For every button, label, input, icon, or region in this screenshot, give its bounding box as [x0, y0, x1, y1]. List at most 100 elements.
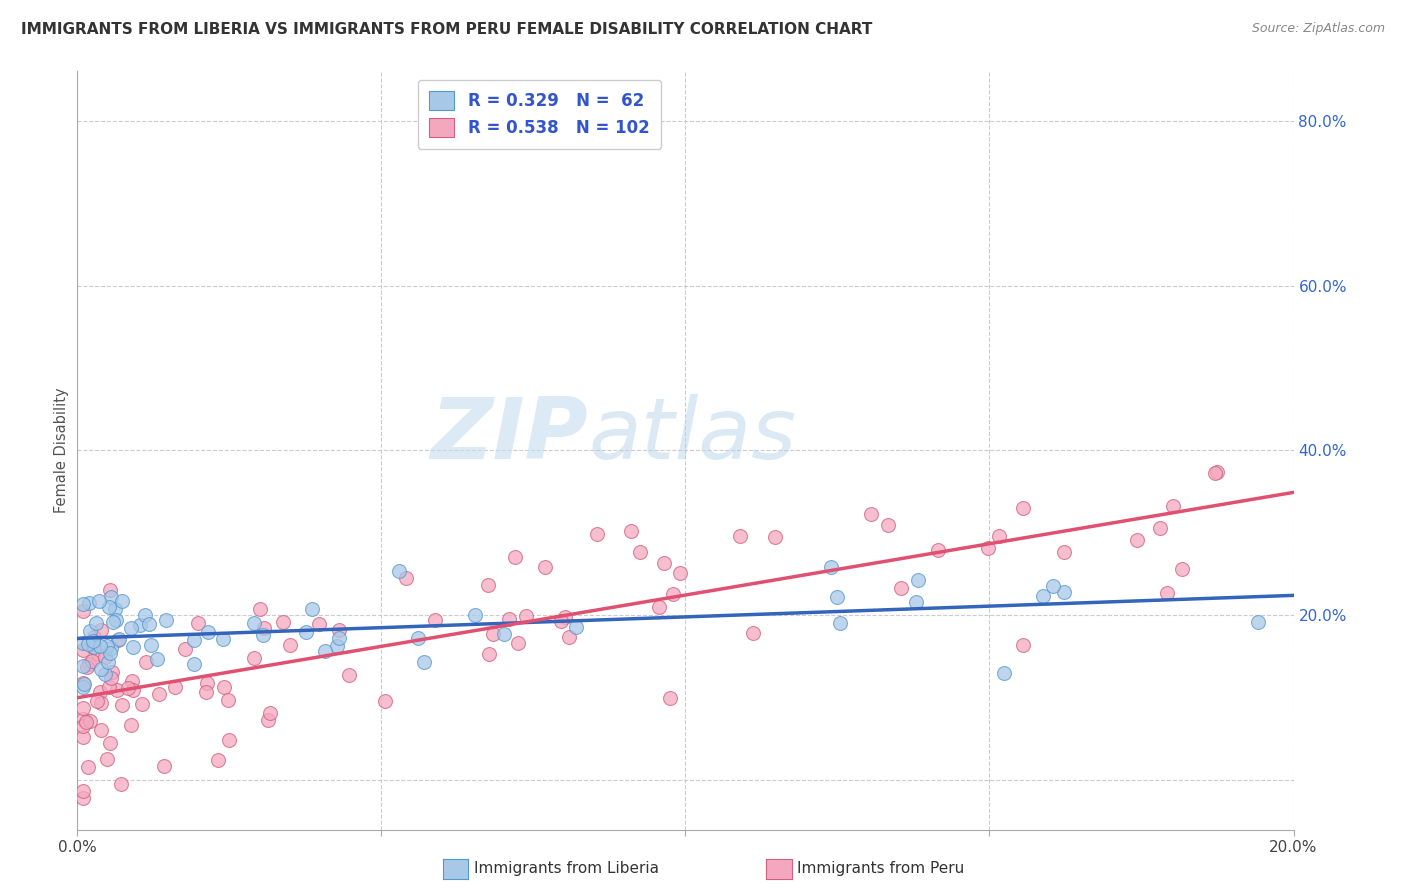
Point — [96, 639, 118, 653]
Point — [620, 524, 643, 539]
Point — [111, 698, 134, 713]
Point — [905, 595, 928, 609]
Point — [374, 694, 396, 708]
Point — [195, 676, 218, 690]
Point — [249, 602, 271, 616]
Y-axis label: Female Disability: Female Disability — [53, 388, 69, 513]
Point — [1042, 579, 1064, 593]
Point — [280, 638, 302, 652]
Point — [100, 590, 122, 604]
Point — [242, 650, 264, 665]
Point — [207, 753, 229, 767]
Point — [72, 658, 94, 673]
Point — [648, 599, 671, 614]
Point — [77, 637, 100, 651]
Point — [243, 616, 266, 631]
Point — [481, 626, 503, 640]
Point — [659, 691, 682, 706]
Point — [314, 644, 336, 658]
Point — [406, 631, 429, 645]
Point — [976, 541, 998, 556]
Point — [508, 636, 530, 650]
Point — [98, 680, 121, 694]
Point — [82, 634, 104, 648]
Point — [72, 676, 94, 690]
Legend: R = 0.329   N =  62, R = 0.538   N = 102: R = 0.329 N = 62, R = 0.538 N = 102 — [418, 79, 661, 149]
Point — [94, 667, 117, 681]
Point — [273, 615, 295, 630]
Point — [105, 682, 128, 697]
Point — [388, 564, 411, 578]
Text: IMMIGRANTS FROM LIBERIA VS IMMIGRANTS FROM PERU FEMALE DISABILITY CORRELATION CH: IMMIGRANTS FROM LIBERIA VS IMMIGRANTS FR… — [21, 22, 873, 37]
Point — [1204, 466, 1226, 480]
Point — [90, 624, 112, 638]
Point — [110, 777, 132, 791]
Point — [174, 642, 197, 657]
Point — [86, 647, 108, 661]
Point — [72, 784, 94, 798]
Point — [1247, 615, 1270, 630]
Point — [259, 706, 281, 720]
Point — [100, 671, 122, 685]
Point — [628, 545, 651, 559]
Point — [1163, 499, 1185, 513]
Point — [820, 560, 842, 574]
Point — [97, 655, 120, 669]
Point — [90, 723, 112, 738]
Point — [153, 758, 176, 772]
Point — [187, 615, 209, 630]
Point — [80, 654, 103, 668]
Point — [90, 662, 112, 676]
Point — [253, 621, 276, 635]
Point — [498, 612, 520, 626]
Point — [993, 665, 1015, 680]
Point — [550, 614, 572, 628]
Point — [121, 673, 143, 688]
Point — [830, 616, 852, 631]
Point — [79, 624, 101, 639]
Point — [652, 557, 675, 571]
Text: Source: ZipAtlas.com: Source: ZipAtlas.com — [1251, 22, 1385, 36]
Point — [494, 627, 516, 641]
Point — [1012, 638, 1035, 652]
Point — [128, 618, 150, 632]
Point — [148, 687, 170, 701]
Point — [104, 602, 127, 616]
Point — [1052, 545, 1074, 559]
Text: Immigrants from Liberia: Immigrants from Liberia — [474, 862, 659, 876]
Point — [97, 599, 120, 614]
Point — [183, 633, 205, 648]
Point — [103, 615, 125, 630]
Point — [534, 560, 557, 574]
Point — [565, 620, 588, 634]
Point — [217, 692, 239, 706]
Point — [77, 657, 100, 672]
Text: Immigrants from Peru: Immigrants from Peru — [797, 862, 965, 876]
Point — [111, 594, 134, 608]
Point — [82, 640, 104, 654]
Point — [325, 639, 347, 653]
Point — [89, 684, 111, 698]
Point — [825, 590, 848, 604]
Point — [98, 736, 121, 750]
Point — [105, 613, 128, 627]
Point — [134, 608, 156, 623]
Point — [328, 631, 350, 645]
Point — [1149, 521, 1171, 535]
Point — [72, 719, 94, 733]
Point — [730, 529, 752, 543]
Point — [77, 595, 100, 609]
Point — [423, 613, 446, 627]
Point — [73, 676, 96, 690]
Point — [295, 625, 318, 640]
Point — [669, 566, 692, 580]
Point — [212, 632, 235, 647]
Point — [927, 543, 949, 558]
Point — [194, 685, 217, 699]
Point — [72, 680, 94, 694]
Point — [72, 791, 94, 805]
Point — [138, 616, 160, 631]
Point — [1171, 562, 1194, 576]
Point — [79, 714, 101, 728]
Point — [1156, 586, 1178, 600]
